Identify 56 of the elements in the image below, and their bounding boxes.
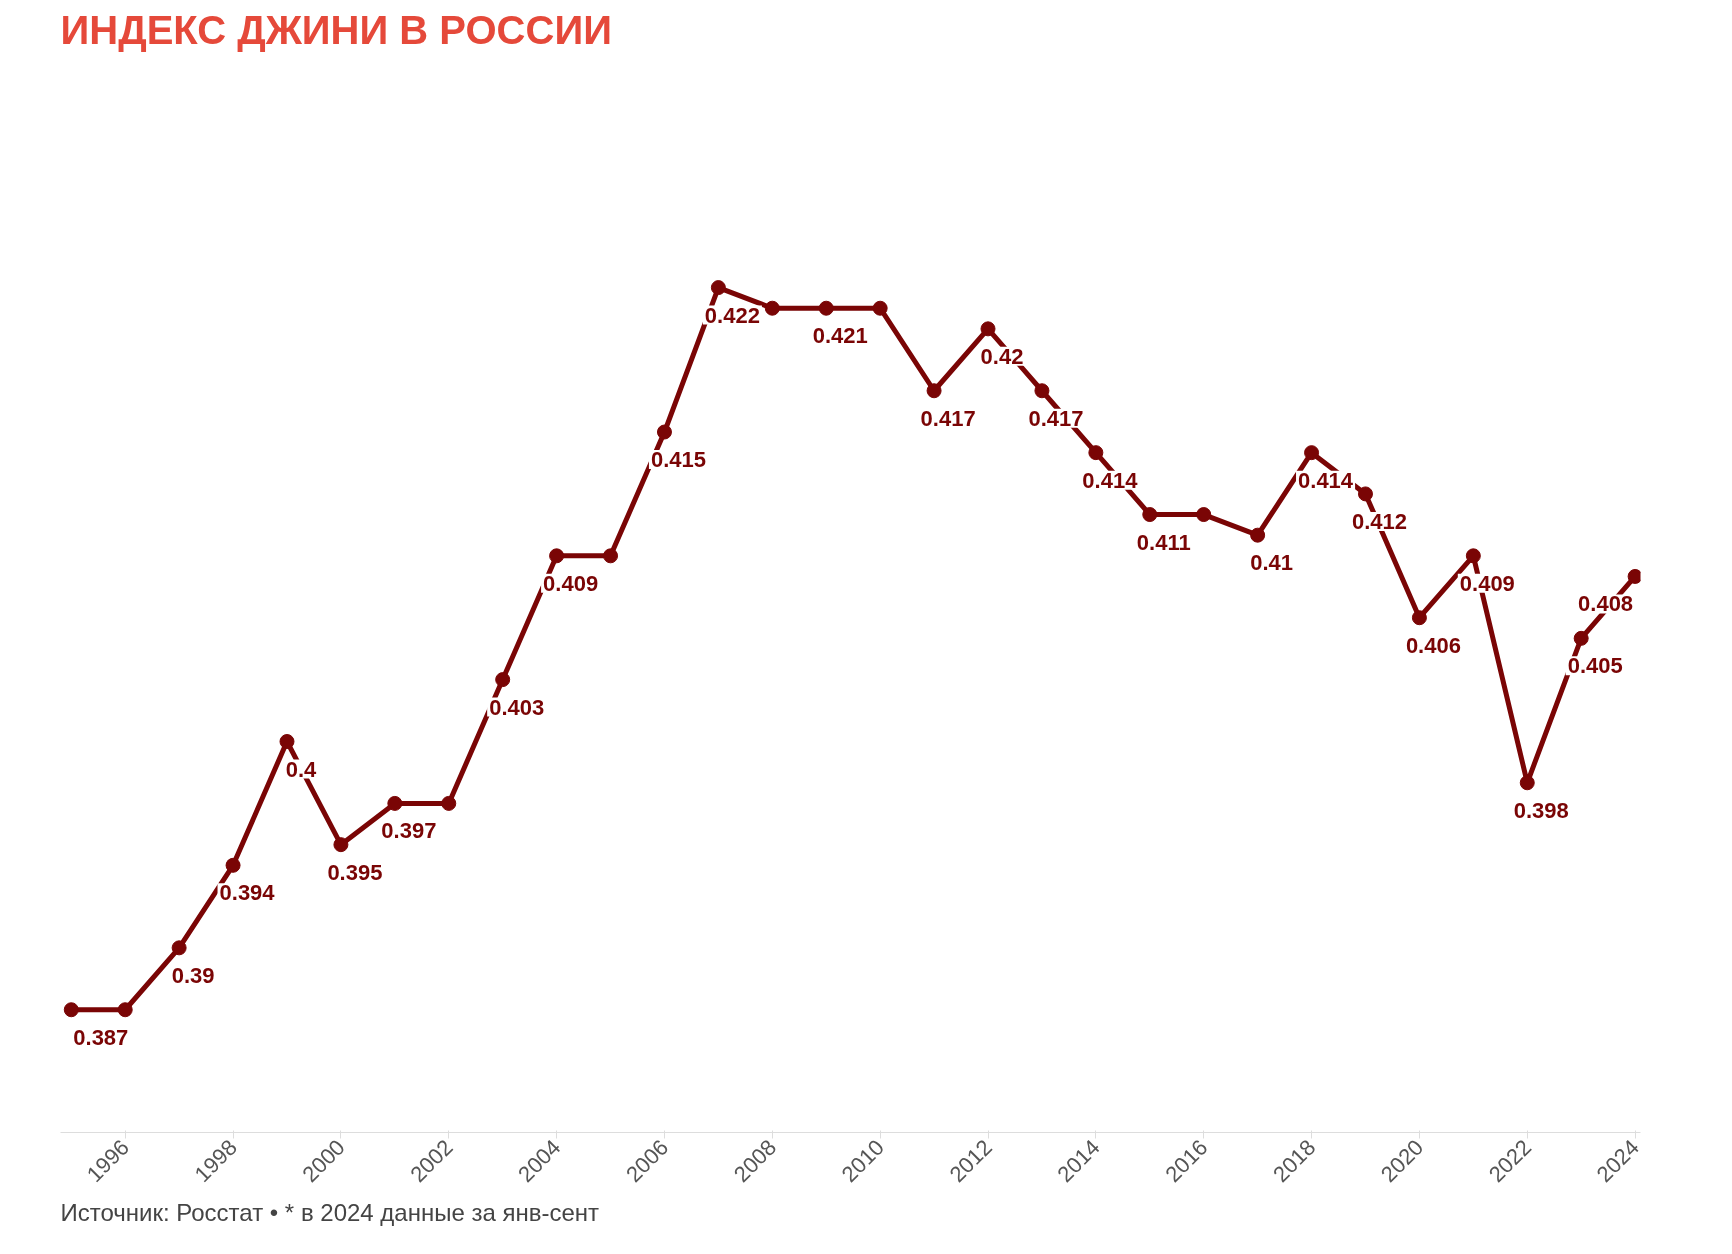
point: [495, 672, 511, 688]
data-label: 0.421: [812, 323, 868, 349]
data-label: 0.4: [285, 756, 318, 782]
point: [1250, 527, 1266, 543]
point: [171, 940, 187, 956]
point: [1196, 507, 1212, 523]
point: [1411, 610, 1427, 626]
data-label: 0.39: [171, 962, 215, 988]
data-label: 0.408: [1578, 591, 1634, 617]
point: [1142, 507, 1158, 523]
point: [818, 300, 834, 316]
point: [1088, 445, 1104, 461]
point: [387, 795, 403, 811]
point: [1304, 445, 1320, 461]
point: [279, 734, 295, 749]
data-label: 0.414: [1298, 467, 1354, 493]
data-label: 0.411: [1136, 529, 1191, 555]
point: [980, 321, 996, 337]
point: [603, 548, 619, 564]
point: [872, 300, 888, 316]
data-label: 0.41: [1250, 550, 1294, 576]
data-label: 0.412: [1351, 508, 1408, 534]
point: [441, 795, 457, 811]
data-label: 0.395: [327, 859, 383, 885]
data-label: 0.397: [381, 818, 437, 844]
point: [1034, 383, 1050, 399]
point: [333, 837, 349, 853]
data-label: 0.409: [543, 570, 599, 596]
text: Источник: Росстат • * в 2024 данные за янв-сент: [60, 1198, 600, 1226]
point: [1573, 630, 1589, 646]
point: [1465, 548, 1481, 564]
data-label: 0.417: [1028, 405, 1084, 431]
point: [1519, 775, 1535, 791]
data-label: 0.42: [980, 343, 1024, 369]
data-label: 0.422: [704, 302, 760, 328]
data-label: 0.405: [1567, 653, 1623, 679]
point: [764, 300, 780, 316]
point: [117, 1002, 133, 1018]
point: [1627, 568, 1641, 584]
data-label: 0.406: [1405, 632, 1461, 658]
chart-title: ИНДЕКС ДЖИНИ В РОССИИ: [60, 7, 612, 52]
data-label: 0.387: [73, 1024, 129, 1050]
data-label: 0.409: [1459, 570, 1515, 596]
data-label: 0.415: [650, 447, 706, 473]
point: [225, 857, 241, 873]
point: [656, 424, 672, 440]
data-label: 0.398: [1513, 797, 1569, 823]
data-label: 0.414: [1082, 467, 1139, 493]
point: [63, 1002, 79, 1018]
point: [1357, 486, 1373, 502]
point: [926, 383, 942, 399]
point: [710, 280, 726, 296]
data-label: 0.417: [920, 405, 976, 431]
point: [549, 548, 565, 564]
data-label: 0.394: [219, 880, 276, 906]
data-label: 0.403: [489, 694, 545, 720]
